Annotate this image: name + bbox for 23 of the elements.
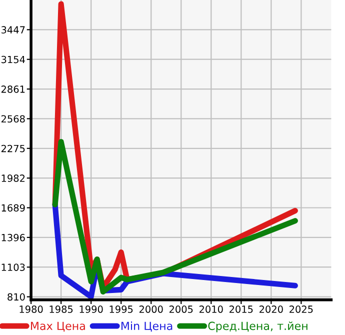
x-tick-label: 1990: [80, 306, 103, 313]
y-tick-label: 2568: [1, 115, 25, 123]
legend-label: Min Цена: [121, 321, 172, 332]
legend-label: Max Цена: [30, 322, 85, 332]
x-tick-label: 2010: [199, 306, 223, 313]
x-tick-label: 2025: [290, 306, 313, 313]
y-tick-label: 810: [8, 293, 25, 301]
legend-label: Сред.Цена, т.йен: [208, 322, 308, 332]
y-tick-label: 2275: [1, 144, 25, 152]
x-tick-label: 1980: [20, 306, 43, 313]
y-tick-label: 1689: [2, 204, 25, 212]
y-tick-label: 1982: [2, 174, 25, 182]
y-tick-label: 2861: [1, 86, 25, 93]
x-tick-label: 1985: [50, 306, 73, 313]
y-tick-label: 3447: [1, 26, 25, 34]
x-tick-label: 2015: [229, 306, 253, 313]
y-tick-label: 1396: [2, 234, 25, 242]
x-tick-label: 2000: [139, 306, 163, 313]
y-tick-label: 3154: [1, 56, 25, 64]
y-tick-label: 1103: [2, 264, 25, 271]
x-tick-label: 2020: [260, 306, 283, 313]
x-tick-label: 1995: [110, 306, 133, 313]
x-tick-label: 2005: [169, 306, 193, 313]
